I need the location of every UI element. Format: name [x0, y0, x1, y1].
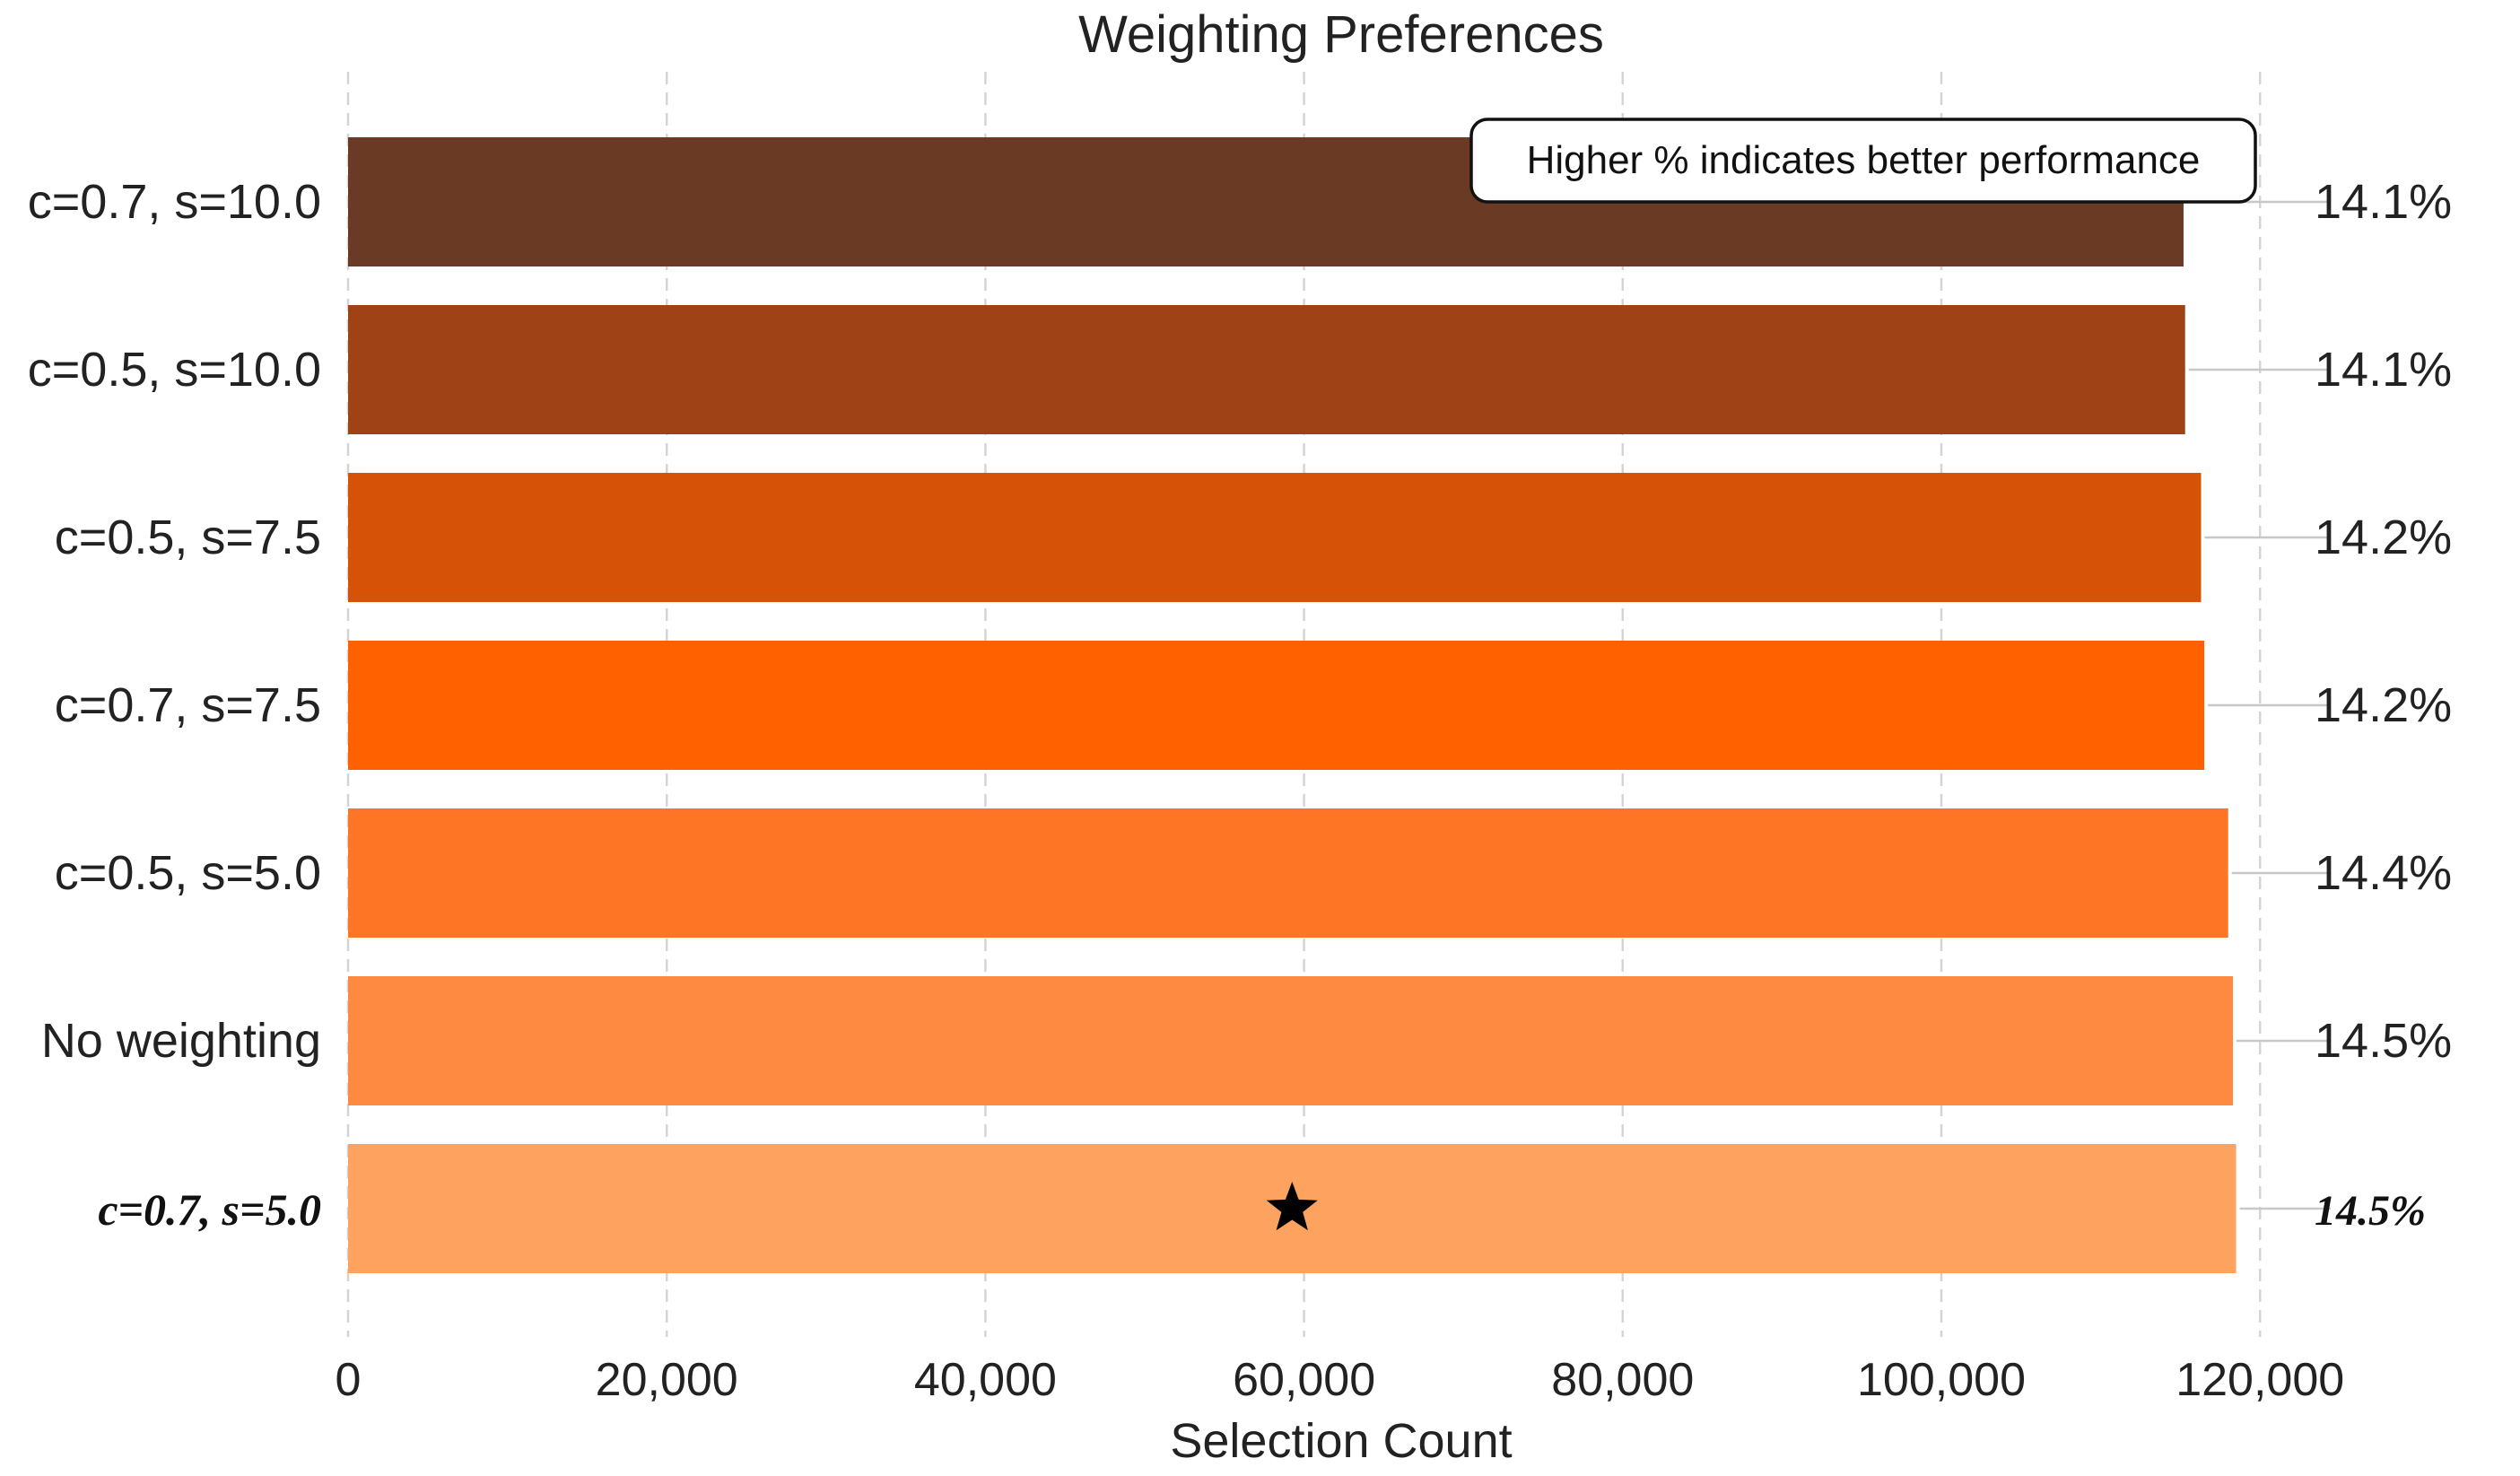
- category-label: No weighting: [41, 1014, 321, 1068]
- category-label: c=0.7, s=5.0: [98, 1184, 321, 1235]
- highlight-markers: [1266, 1182, 1318, 1231]
- gridlines: [346, 72, 2262, 1337]
- bar: [348, 305, 2185, 434]
- bar: [348, 808, 2228, 938]
- percent-leader-lines: [2186, 200, 2331, 1210]
- percent-label: 14.5%: [2315, 1187, 2426, 1235]
- percent-label: 14.2%: [2315, 511, 2452, 564]
- category-labels: c=0.7, s=10.0 c=0.5, s=10.0 c=0.5, s=7.5 c=…: [28, 175, 321, 1235]
- x-tick-label: 80,000: [1551, 1354, 1694, 1406]
- bar: [348, 976, 2234, 1105]
- x-tick-label: 120,000: [2176, 1354, 2344, 1406]
- x-axis-label: Selection Count: [1170, 1414, 1512, 1468]
- x-tick-label: 40,000: [914, 1354, 1057, 1406]
- percent-label: 14.4%: [2315, 846, 2452, 900]
- x-tick-label: 0: [336, 1354, 362, 1406]
- category-label: c=0.7, s=7.5: [55, 678, 321, 732]
- bars: [348, 137, 2237, 1273]
- category-label: c=0.5, s=10.0: [28, 343, 321, 397]
- percent-label: 14.1%: [2315, 175, 2452, 229]
- x-tick-label: 20,000: [596, 1354, 738, 1406]
- annotation-frame: [1469, 118, 2257, 204]
- x-tick-label: 100,000: [1857, 1354, 2026, 1406]
- annotation-box: Higher % indicates better performance: [1469, 118, 2257, 204]
- x-tick-label: 60,000: [1233, 1354, 1375, 1406]
- star-icon: [1266, 1182, 1318, 1231]
- x-tick-labels: 0 20,000 40,000 60,000 80,000 100,000 120,000: [336, 1354, 2345, 1406]
- category-label: c=0.5, s=7.5: [55, 511, 321, 564]
- percent-label: 14.2%: [2315, 678, 2452, 732]
- bar: [348, 641, 2205, 770]
- category-label: c=0.5, s=5.0: [55, 846, 321, 900]
- category-label: c=0.7, s=10.0: [28, 175, 321, 229]
- percent-labels: 14.1% 14.1% 14.2% 14.2% 14.4% 14.5% 14.5%: [2315, 175, 2452, 1235]
- chart-title: Weighting Preferences: [1078, 5, 1604, 64]
- percent-label: 14.1%: [2315, 343, 2452, 397]
- percent-label: 14.5%: [2315, 1014, 2452, 1068]
- annotation-text: Higher % indicates better performance: [1527, 138, 2201, 182]
- bar: [348, 473, 2202, 602]
